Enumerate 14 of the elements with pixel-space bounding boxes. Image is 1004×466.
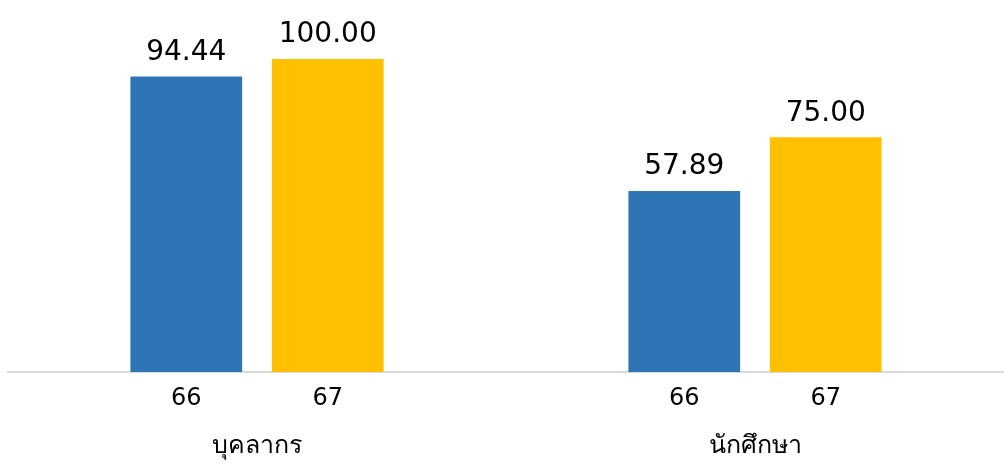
bar bbox=[130, 76, 243, 372]
data-label: 57.89 bbox=[644, 148, 725, 182]
data-label: 75.00 bbox=[785, 94, 866, 128]
bar bbox=[271, 59, 384, 372]
data-label: 100.00 bbox=[278, 16, 377, 50]
bar bbox=[628, 190, 741, 372]
text: 67 bbox=[810, 383, 841, 412]
x-tick-label: บุคลากร bbox=[212, 429, 302, 460]
data-label: 94.44 bbox=[146, 33, 227, 67]
text: 66 bbox=[669, 383, 700, 412]
bar bbox=[769, 137, 882, 372]
series-label: 66 bbox=[171, 383, 202, 412]
series-label: 67 bbox=[312, 383, 343, 412]
x-tick-label: นักศึกษา bbox=[708, 429, 802, 459]
